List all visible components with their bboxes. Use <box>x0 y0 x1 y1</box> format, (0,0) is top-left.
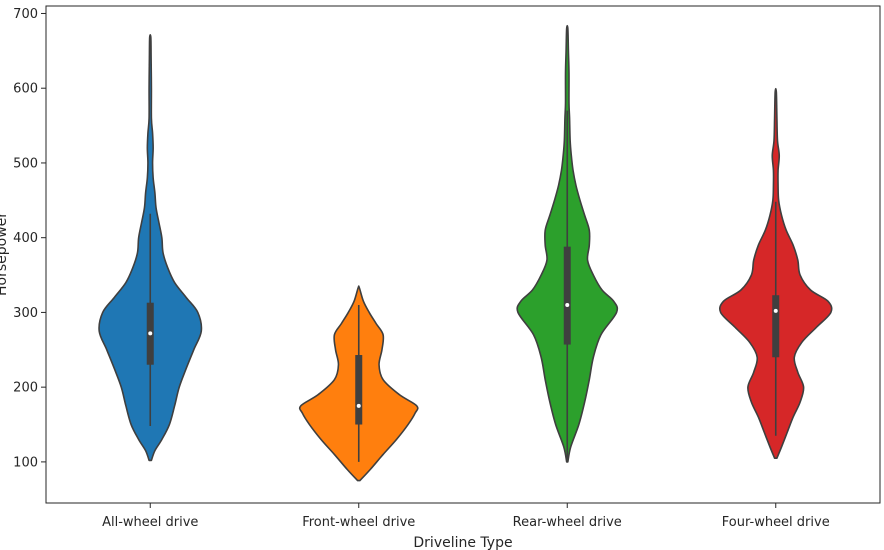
violin-all-wheel-drive <box>98 33 203 462</box>
y-axis-title: Horsepower <box>0 212 10 296</box>
y-tick-label: 200 <box>13 381 38 396</box>
x-tick-label: Four-wheel drive <box>722 515 830 530</box>
y-tick-label: 700 <box>13 7 38 22</box>
violin-median-dot <box>773 308 778 313</box>
violin-median-dot <box>148 331 153 336</box>
plot-area <box>46 6 880 503</box>
violins-layer <box>98 24 833 482</box>
violin-iqr-box <box>355 355 363 425</box>
violin-median-dot <box>565 302 570 307</box>
violin-iqr-box <box>772 295 780 358</box>
violin-four-wheel-drive <box>719 87 833 459</box>
y-tick-label: 400 <box>13 231 38 246</box>
x-tick-label: Front-wheel drive <box>302 515 415 530</box>
y-axis: 100 200 300 400 500 600 700 <box>13 7 46 470</box>
y-tick-label: 300 <box>13 306 38 321</box>
y-tick-label: 100 <box>13 455 38 470</box>
violin-iqr-box <box>563 246 571 345</box>
x-axis: All-wheel drive Front-wheel drive Rear-whe… <box>102 503 830 530</box>
x-tick-label: All-wheel drive <box>102 515 198 530</box>
y-tick-label: 600 <box>13 82 38 97</box>
violin-front-wheel-drive <box>298 285 419 482</box>
violin-median-dot <box>356 403 361 408</box>
x-axis-title: Driveline Type <box>413 535 512 550</box>
plot-frame <box>45 5 881 504</box>
y-tick-label: 500 <box>13 156 38 171</box>
violin-rear-wheel-drive <box>516 24 619 463</box>
x-tick-label: Rear-wheel drive <box>513 515 622 530</box>
